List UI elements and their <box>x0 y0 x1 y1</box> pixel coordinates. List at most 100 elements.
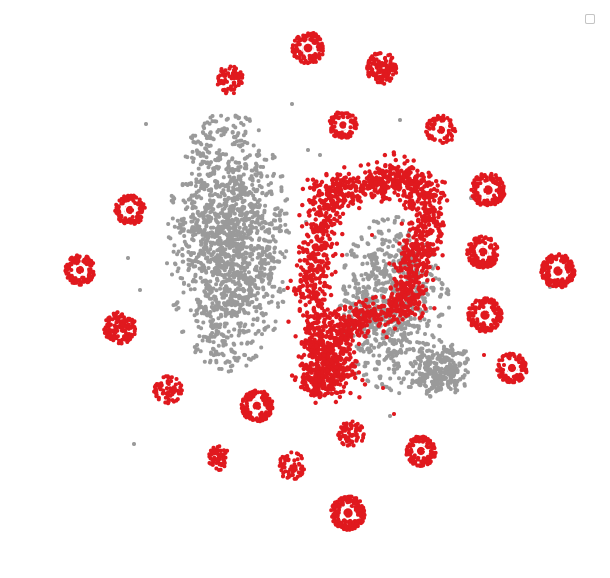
scatter-point <box>423 208 428 214</box>
scatter-point <box>374 265 379 270</box>
scatter-point <box>222 273 227 277</box>
scatter-point <box>444 364 449 369</box>
scatter-point <box>231 209 235 213</box>
scatter-point <box>319 212 324 217</box>
scatter-point <box>189 251 194 255</box>
scatter-point <box>402 265 408 271</box>
scatter-point <box>421 237 427 242</box>
scatter-point <box>191 264 196 269</box>
scatter-point <box>229 221 234 226</box>
scatter-point <box>295 36 300 40</box>
scatter-point <box>385 217 390 222</box>
scatter-point <box>256 329 261 334</box>
scatter-point <box>453 390 458 395</box>
scatter-point <box>334 177 339 182</box>
scatter-point <box>379 188 385 194</box>
scatter-point <box>411 242 416 247</box>
scatter-point <box>271 173 276 178</box>
scatter-point <box>323 197 329 203</box>
scatter-point <box>261 319 266 324</box>
scatter-point <box>387 273 392 278</box>
scatter-point <box>222 302 227 307</box>
scatter-point <box>391 314 397 319</box>
scatter-point <box>404 180 409 185</box>
scatter-point <box>280 280 285 284</box>
scatter-point <box>265 191 270 196</box>
scatter-point <box>199 239 203 244</box>
scatter-point <box>395 192 401 198</box>
scatter-point <box>249 168 254 173</box>
scatter-point <box>325 307 330 312</box>
scatter-point <box>440 179 445 184</box>
scatter-point <box>279 189 284 194</box>
scatter-point <box>314 343 319 349</box>
scatter-point <box>242 324 247 329</box>
scatter-point <box>258 215 263 220</box>
scatter-point <box>312 195 317 200</box>
scatter-point <box>180 276 185 281</box>
scatter-point <box>256 252 261 256</box>
scatter-point <box>229 303 234 308</box>
scatter-point <box>241 328 246 333</box>
scatter-point <box>232 350 237 355</box>
scatter-point <box>408 385 413 389</box>
scatter-point <box>334 195 340 200</box>
scatter-point <box>372 188 377 193</box>
scatter-point <box>365 183 370 188</box>
scatter-point <box>360 262 365 267</box>
scatter-point <box>254 274 259 279</box>
scatter-point <box>437 369 442 374</box>
scatter-point <box>234 232 239 237</box>
scatter-point <box>317 393 322 399</box>
scatter-point <box>245 299 250 304</box>
scatter-point <box>223 308 227 313</box>
scatter-point <box>399 251 405 256</box>
scatter-point <box>410 372 415 377</box>
scatter-point <box>215 220 220 225</box>
scatter-point <box>420 355 425 360</box>
scatter-point <box>422 317 427 322</box>
scatter-point <box>244 363 249 368</box>
scatter-point <box>324 375 329 380</box>
scatter-point <box>399 221 404 226</box>
scatter-point <box>377 353 382 358</box>
scatter-point <box>272 250 277 255</box>
scatter-point <box>203 246 208 251</box>
scatter-point <box>375 261 380 266</box>
scatter-point <box>203 146 208 151</box>
scatter-point <box>420 284 425 289</box>
scatter-point <box>346 366 352 372</box>
scatter-point <box>356 175 361 180</box>
scatter-point <box>395 292 400 297</box>
scatter-point <box>299 265 304 270</box>
scatter-point <box>222 290 227 295</box>
scatter-point <box>382 152 388 158</box>
scatter-point <box>415 212 420 217</box>
scatter-point <box>311 245 317 250</box>
scatter-point <box>233 114 238 119</box>
scatter-point <box>208 358 213 363</box>
scatter-point <box>227 236 232 240</box>
scatter-point <box>348 355 353 360</box>
scatter-point <box>316 316 321 321</box>
scatter-point <box>328 311 333 316</box>
scatter-point <box>351 364 356 369</box>
scatter-point <box>190 219 195 224</box>
scatter-point <box>214 328 219 333</box>
scatter-point <box>305 284 310 289</box>
scatter-point <box>444 357 448 362</box>
scatter-point <box>424 391 429 396</box>
scatter-point <box>313 353 318 359</box>
scatter-point <box>445 381 450 386</box>
scatter-point <box>258 306 263 311</box>
scatter-point <box>316 304 322 309</box>
scatter-point <box>211 286 216 291</box>
series-gray-points <box>126 102 552 446</box>
scatter-point <box>225 166 230 170</box>
scatter-point <box>407 339 412 344</box>
scatter-point <box>222 261 227 265</box>
scatter-point <box>333 390 338 395</box>
scatter-point <box>366 379 371 384</box>
scatter-point <box>201 334 206 339</box>
scatter-point <box>210 301 215 306</box>
